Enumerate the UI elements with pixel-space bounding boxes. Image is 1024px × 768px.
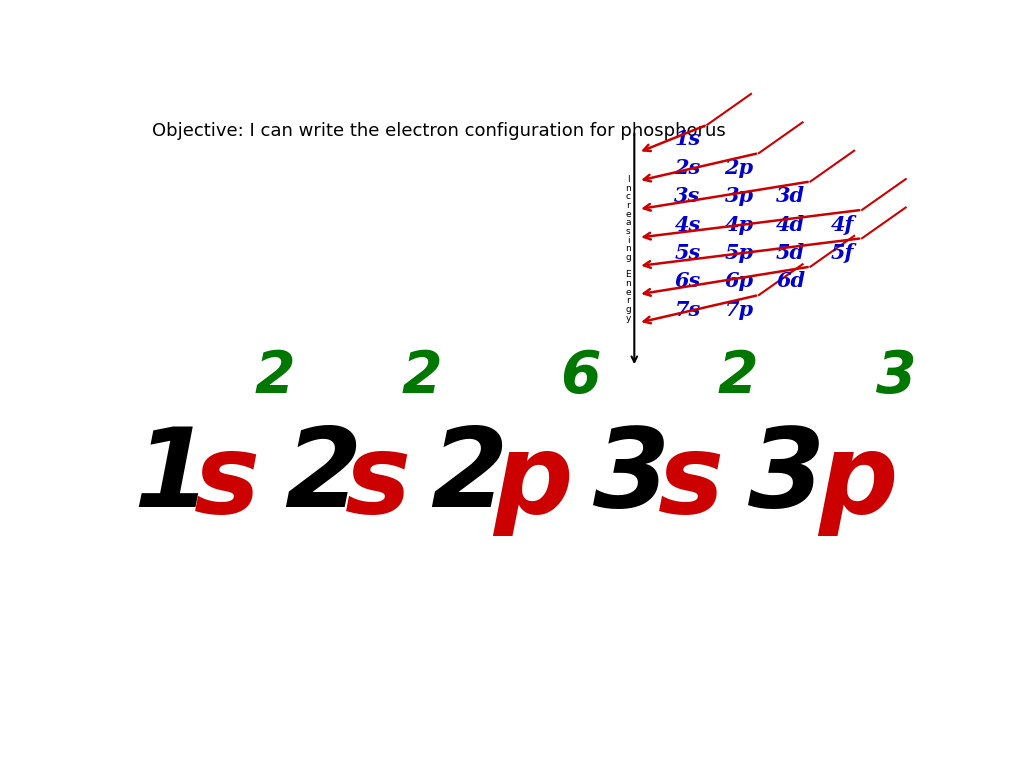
Text: Objective: I can write the electron configuration for phosphorus: Objective: I can write the electron conf…	[152, 121, 726, 140]
Text: 6d: 6d	[776, 271, 805, 291]
Text: 1s: 1s	[675, 130, 700, 150]
Text: 3d: 3d	[776, 186, 805, 207]
Text: 3: 3	[748, 423, 825, 530]
Text: 5d: 5d	[776, 243, 805, 263]
Text: 2: 2	[401, 347, 442, 405]
Text: 3s: 3s	[675, 186, 700, 207]
Text: 3: 3	[876, 347, 916, 405]
Text: 2: 2	[430, 423, 508, 530]
Text: I
n
c
r
e
a
s
i
n
g
 
E
n
e
r
g
y: I n c r e a s i n g E n e r g y	[625, 175, 631, 323]
Text: 3p: 3p	[725, 186, 754, 207]
Text: s: s	[345, 429, 411, 536]
Text: 2: 2	[255, 347, 295, 405]
Text: p: p	[818, 429, 898, 536]
Text: 6p: 6p	[725, 271, 754, 291]
Text: 4p: 4p	[725, 214, 754, 235]
Text: 5f: 5f	[830, 243, 854, 263]
Text: 4f: 4f	[830, 214, 854, 235]
Text: s: s	[195, 429, 260, 536]
Text: 3: 3	[593, 423, 671, 530]
Text: 4d: 4d	[776, 214, 805, 235]
Text: 1: 1	[133, 423, 210, 530]
Text: 7s: 7s	[675, 300, 700, 319]
Text: 6: 6	[560, 347, 601, 405]
Text: 5p: 5p	[725, 243, 754, 263]
Text: 2p: 2p	[725, 158, 754, 178]
Text: 2: 2	[717, 347, 758, 405]
Text: 2s: 2s	[675, 158, 700, 178]
Text: 2: 2	[284, 423, 361, 530]
Text: 6s: 6s	[675, 271, 700, 291]
Text: 4s: 4s	[675, 214, 700, 235]
Text: s: s	[658, 429, 725, 536]
Text: 5s: 5s	[675, 243, 700, 263]
Text: p: p	[493, 429, 572, 536]
Text: 7p: 7p	[725, 300, 754, 319]
